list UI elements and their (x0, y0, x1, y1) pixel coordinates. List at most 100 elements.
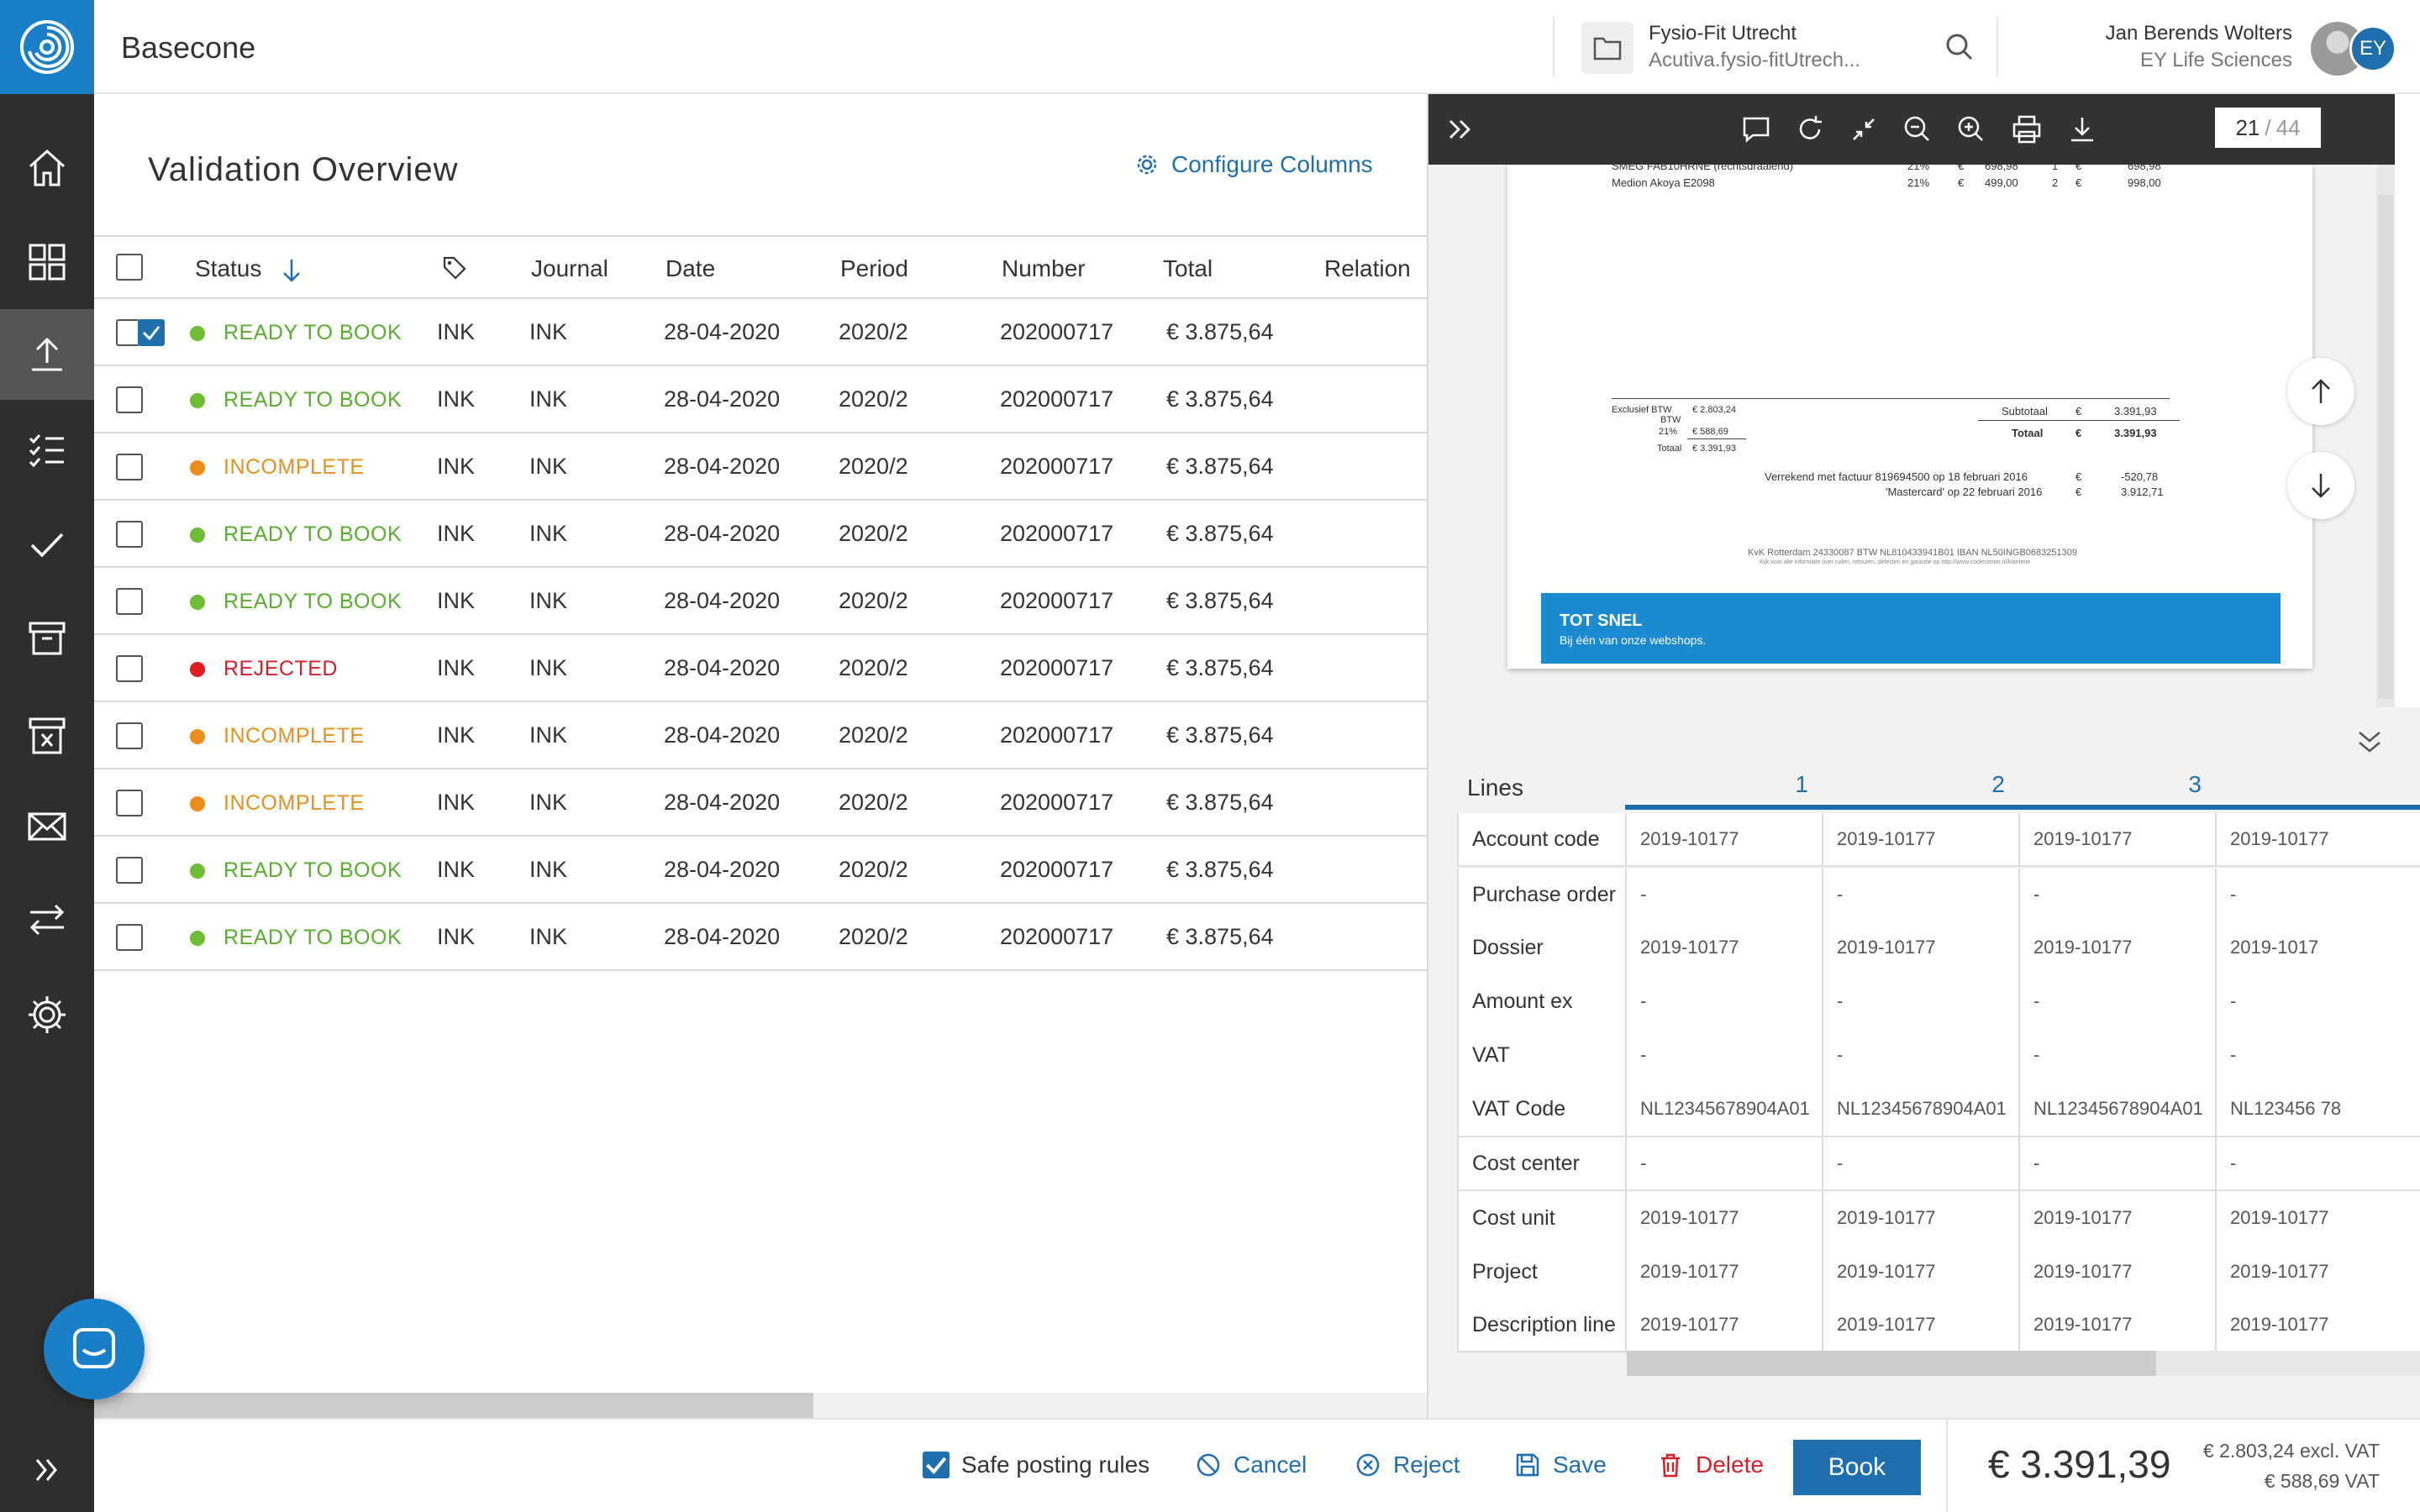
row-checkbox[interactable] (116, 521, 143, 548)
line-cell[interactable]: - (1823, 1137, 2020, 1191)
line-cell[interactable]: 2019-10177 (1627, 1191, 1823, 1247)
line-cell[interactable]: 2019-10177 (2020, 813, 2217, 867)
line-column-1[interactable]: 1 (1795, 771, 1808, 797)
table-row[interactable]: READY TO BOOK INK INK 28-04-2020 2020/2 20200… (94, 568, 1427, 635)
line-cell[interactable]: - (2217, 1028, 2420, 1084)
line-cell[interactable]: 2019-10177 (1627, 813, 1823, 867)
collapse-viewer-icon[interactable] (1442, 111, 1479, 148)
line-cell[interactable]: 2019-10177 (2217, 813, 2420, 867)
line-cell[interactable]: 2019-10177 (2020, 921, 2217, 976)
table-row[interactable]: INCOMPLETE INK INK 28-04-2020 2020/2 20200071… (94, 702, 1427, 769)
line-column-3[interactable]: 3 (2188, 771, 2202, 797)
line-cell[interactable]: - (2020, 869, 2217, 922)
collapse-chevron-icon[interactable] (2353, 724, 2386, 758)
nav-approved[interactable] (0, 499, 94, 590)
reject-button[interactable]: Reject (1355, 1452, 1460, 1478)
search-button[interactable] (1943, 30, 1976, 64)
line-cell[interactable]: 2019-1017 (2217, 921, 2420, 976)
header-number[interactable]: Number (1002, 255, 1086, 281)
rotate-icon[interactable] (1791, 111, 1828, 148)
sidebar-expand-button[interactable] (0, 1428, 94, 1512)
safe-posting-checkbox[interactable] (923, 1452, 950, 1478)
row-checkbox[interactable] (138, 319, 165, 346)
header-total[interactable]: Total (1163, 255, 1213, 281)
download-icon[interactable] (2064, 111, 2101, 148)
line-cell[interactable]: 2019-10177 (2217, 1299, 2420, 1352)
select-all-checkbox[interactable] (116, 254, 143, 281)
line-cell[interactable]: - (1823, 1028, 2020, 1084)
company-switcher[interactable] (1581, 22, 1634, 74)
lines-horizontal-scrollbar-thumb[interactable] (1627, 1351, 2156, 1376)
line-cell[interactable]: - (2020, 974, 2217, 1030)
nav-settings[interactable] (0, 969, 94, 1060)
tag-icon[interactable] (442, 255, 467, 281)
current-page[interactable]: 21 (2235, 114, 2260, 140)
line-cell[interactable]: - (1627, 974, 1823, 1030)
safe-posting-toggle[interactable]: Safe posting rules (923, 1452, 1150, 1478)
table-row[interactable]: INCOMPLETE INK INK 28-04-2020 2020/2 20200071… (94, 433, 1427, 501)
line-cell[interactable]: 2019-10177 (1823, 1245, 2020, 1300)
chat-support-button[interactable] (44, 1299, 145, 1399)
row-checkbox[interactable] (116, 722, 143, 749)
cancel-button[interactable]: Cancel (1195, 1452, 1307, 1478)
sort-down-arrow-icon[interactable] (279, 257, 304, 284)
line-cell[interactable]: NL12345678904A01 (1823, 1082, 2020, 1137)
line-cell[interactable]: - (1823, 869, 2020, 922)
table-row[interactable]: INCOMPLETE INK INK 28-04-2020 2020/2 20200071… (94, 769, 1427, 837)
viewer-scrollbar-thumb[interactable] (2378, 195, 2393, 699)
header-journal[interactable]: Journal (531, 255, 608, 281)
table-row[interactable]: READY TO BOOK INK INK 28-04-2020 2020/2 20200… (94, 299, 1427, 366)
line-cell[interactable]: - (1823, 974, 2020, 1030)
save-button[interactable]: Save (1514, 1452, 1607, 1478)
nav-dashboard[interactable] (0, 217, 94, 307)
book-button[interactable]: Book (1793, 1440, 1921, 1495)
line-cell[interactable]: NL12345678904A01 (1627, 1082, 1823, 1137)
nav-archive[interactable] (0, 593, 94, 684)
nav-mail[interactable] (0, 781, 94, 872)
next-document-button[interactable] (2287, 452, 2354, 519)
line-cell[interactable]: - (1627, 869, 1823, 922)
header-status[interactable]: Status (195, 255, 262, 281)
zoom-in-icon[interactable] (1953, 111, 1990, 148)
nav-deleted[interactable] (0, 690, 94, 781)
line-cell[interactable]: 2019-10177 (1627, 921, 1823, 976)
horizontal-scrollbar-thumb[interactable] (94, 1393, 813, 1418)
nav-home[interactable] (0, 123, 94, 213)
table-row[interactable]: READY TO BOOK INK INK 28-04-2020 2020/2 20200… (94, 501, 1427, 568)
company-subtitle[interactable]: Acutiva.fysio-fitUtrech... (1649, 49, 1861, 71)
company-name[interactable]: Fysio-Fit Utrecht (1649, 22, 1797, 45)
nav-upload[interactable] (0, 309, 94, 400)
line-cell[interactable]: 2019-10177 (1627, 1245, 1823, 1300)
table-row[interactable]: READY TO BOOK INK INK 28-04-2020 2020/2 20200… (94, 366, 1427, 433)
line-cell[interactable]: - (2217, 869, 2420, 922)
delete-button[interactable]: Delete (1657, 1452, 1764, 1478)
basecone-logo[interactable] (0, 0, 94, 94)
line-cell[interactable]: 2019-10177 (1823, 921, 2020, 976)
row-checkbox[interactable] (116, 924, 143, 951)
line-cell[interactable]: 2019-10177 (1627, 1299, 1823, 1352)
line-cell[interactable]: 2019-10177 (2217, 1245, 2420, 1300)
line-cell[interactable]: 2019-10177 (2217, 1191, 2420, 1247)
line-cell[interactable]: - (2217, 974, 2420, 1030)
row-checkbox[interactable] (116, 790, 143, 816)
row-checkbox[interactable] (116, 588, 143, 615)
comment-icon[interactable] (1738, 111, 1775, 148)
fit-shrink-icon[interactable] (1845, 111, 1882, 148)
header-relation[interactable]: Relation (1324, 255, 1411, 281)
user-organization[interactable]: EY Life Sciences (2140, 49, 2292, 71)
nav-checklist[interactable] (0, 405, 94, 496)
row-checkbox[interactable] (116, 386, 143, 413)
header-period[interactable]: Period (840, 255, 908, 281)
print-icon[interactable] (2008, 111, 2045, 148)
line-cell[interactable]: NL12345678904A01 (2020, 1082, 2217, 1137)
line-cell[interactable]: - (1627, 1137, 1823, 1191)
line-cell[interactable]: 2019-10177 (2020, 1191, 2217, 1247)
row-checkbox[interactable] (116, 655, 143, 682)
row-checkbox[interactable] (116, 857, 143, 884)
line-cell[interactable]: - (2020, 1028, 2217, 1084)
line-cell[interactable]: NL123456 78 (2217, 1082, 2420, 1137)
header-date[interactable]: Date (666, 255, 716, 281)
configure-columns-button[interactable]: Configure Columns (1134, 151, 1373, 178)
user-name[interactable]: Jan Berends Wolters (2105, 22, 2292, 45)
line-cell[interactable]: 2019-10177 (1823, 813, 2020, 867)
